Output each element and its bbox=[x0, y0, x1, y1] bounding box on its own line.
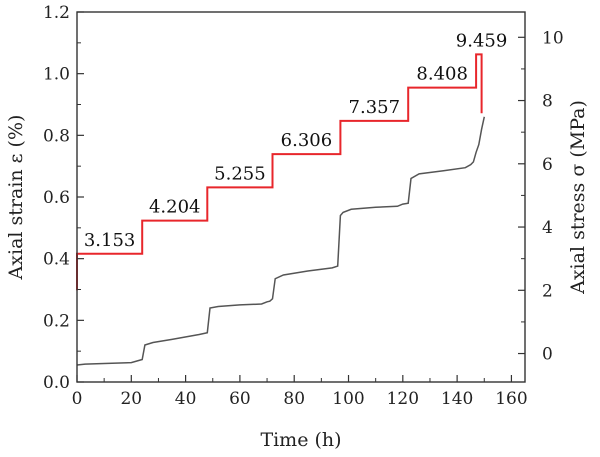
y-left-tick-label: 0.8 bbox=[43, 126, 70, 146]
y-left-tick-label: 0.0 bbox=[43, 373, 70, 393]
x-tick-label: 160 bbox=[495, 389, 527, 409]
x-tick-label: 40 bbox=[175, 389, 197, 409]
stress-step-label: 6.306 bbox=[281, 130, 333, 151]
y-right-tick-label: 8 bbox=[542, 92, 553, 112]
x-tick-label: 140 bbox=[441, 389, 473, 409]
y-left-tick-label: 0.4 bbox=[43, 250, 70, 270]
stress-step-label: 8.408 bbox=[416, 64, 468, 85]
y-right-tick-label: 2 bbox=[542, 281, 553, 301]
strain-series-line bbox=[76, 116, 486, 366]
x-tick-label: 80 bbox=[283, 389, 305, 409]
stress-step-label: 9.459 bbox=[456, 30, 508, 51]
x-tick-label: 60 bbox=[229, 389, 251, 409]
x-tick-label: 20 bbox=[120, 389, 142, 409]
y-right-axis-title: Axial stress σ (MPa) bbox=[567, 100, 589, 295]
y-left-tick-label: 0.6 bbox=[43, 188, 70, 208]
stress-step-label: 4.204 bbox=[149, 197, 201, 218]
stress-step-label: 5.255 bbox=[214, 163, 266, 184]
y-left-tick-label: 1.2 bbox=[43, 3, 70, 23]
y-left-tick-label: 0.2 bbox=[43, 311, 70, 331]
y-right-tick-label: 0 bbox=[542, 345, 553, 365]
x-tick-label: 100 bbox=[332, 389, 364, 409]
x-tick-label: 120 bbox=[387, 389, 419, 409]
x-axis-title: Time (h) bbox=[260, 429, 341, 451]
stress-step-label: 3.153 bbox=[84, 230, 136, 251]
stress-step-label: 7.357 bbox=[349, 97, 401, 118]
y-right-tick-label: 10 bbox=[542, 28, 564, 48]
stress-series-line bbox=[76, 53, 483, 291]
y-right-tick-label: 6 bbox=[542, 155, 553, 175]
y-left-tick-label: 1.0 bbox=[43, 65, 70, 85]
x-tick-label: 0 bbox=[72, 389, 83, 409]
y-left-axis-title: Axial strain ε (%) bbox=[5, 115, 27, 281]
y-right-tick-label: 4 bbox=[542, 218, 553, 238]
